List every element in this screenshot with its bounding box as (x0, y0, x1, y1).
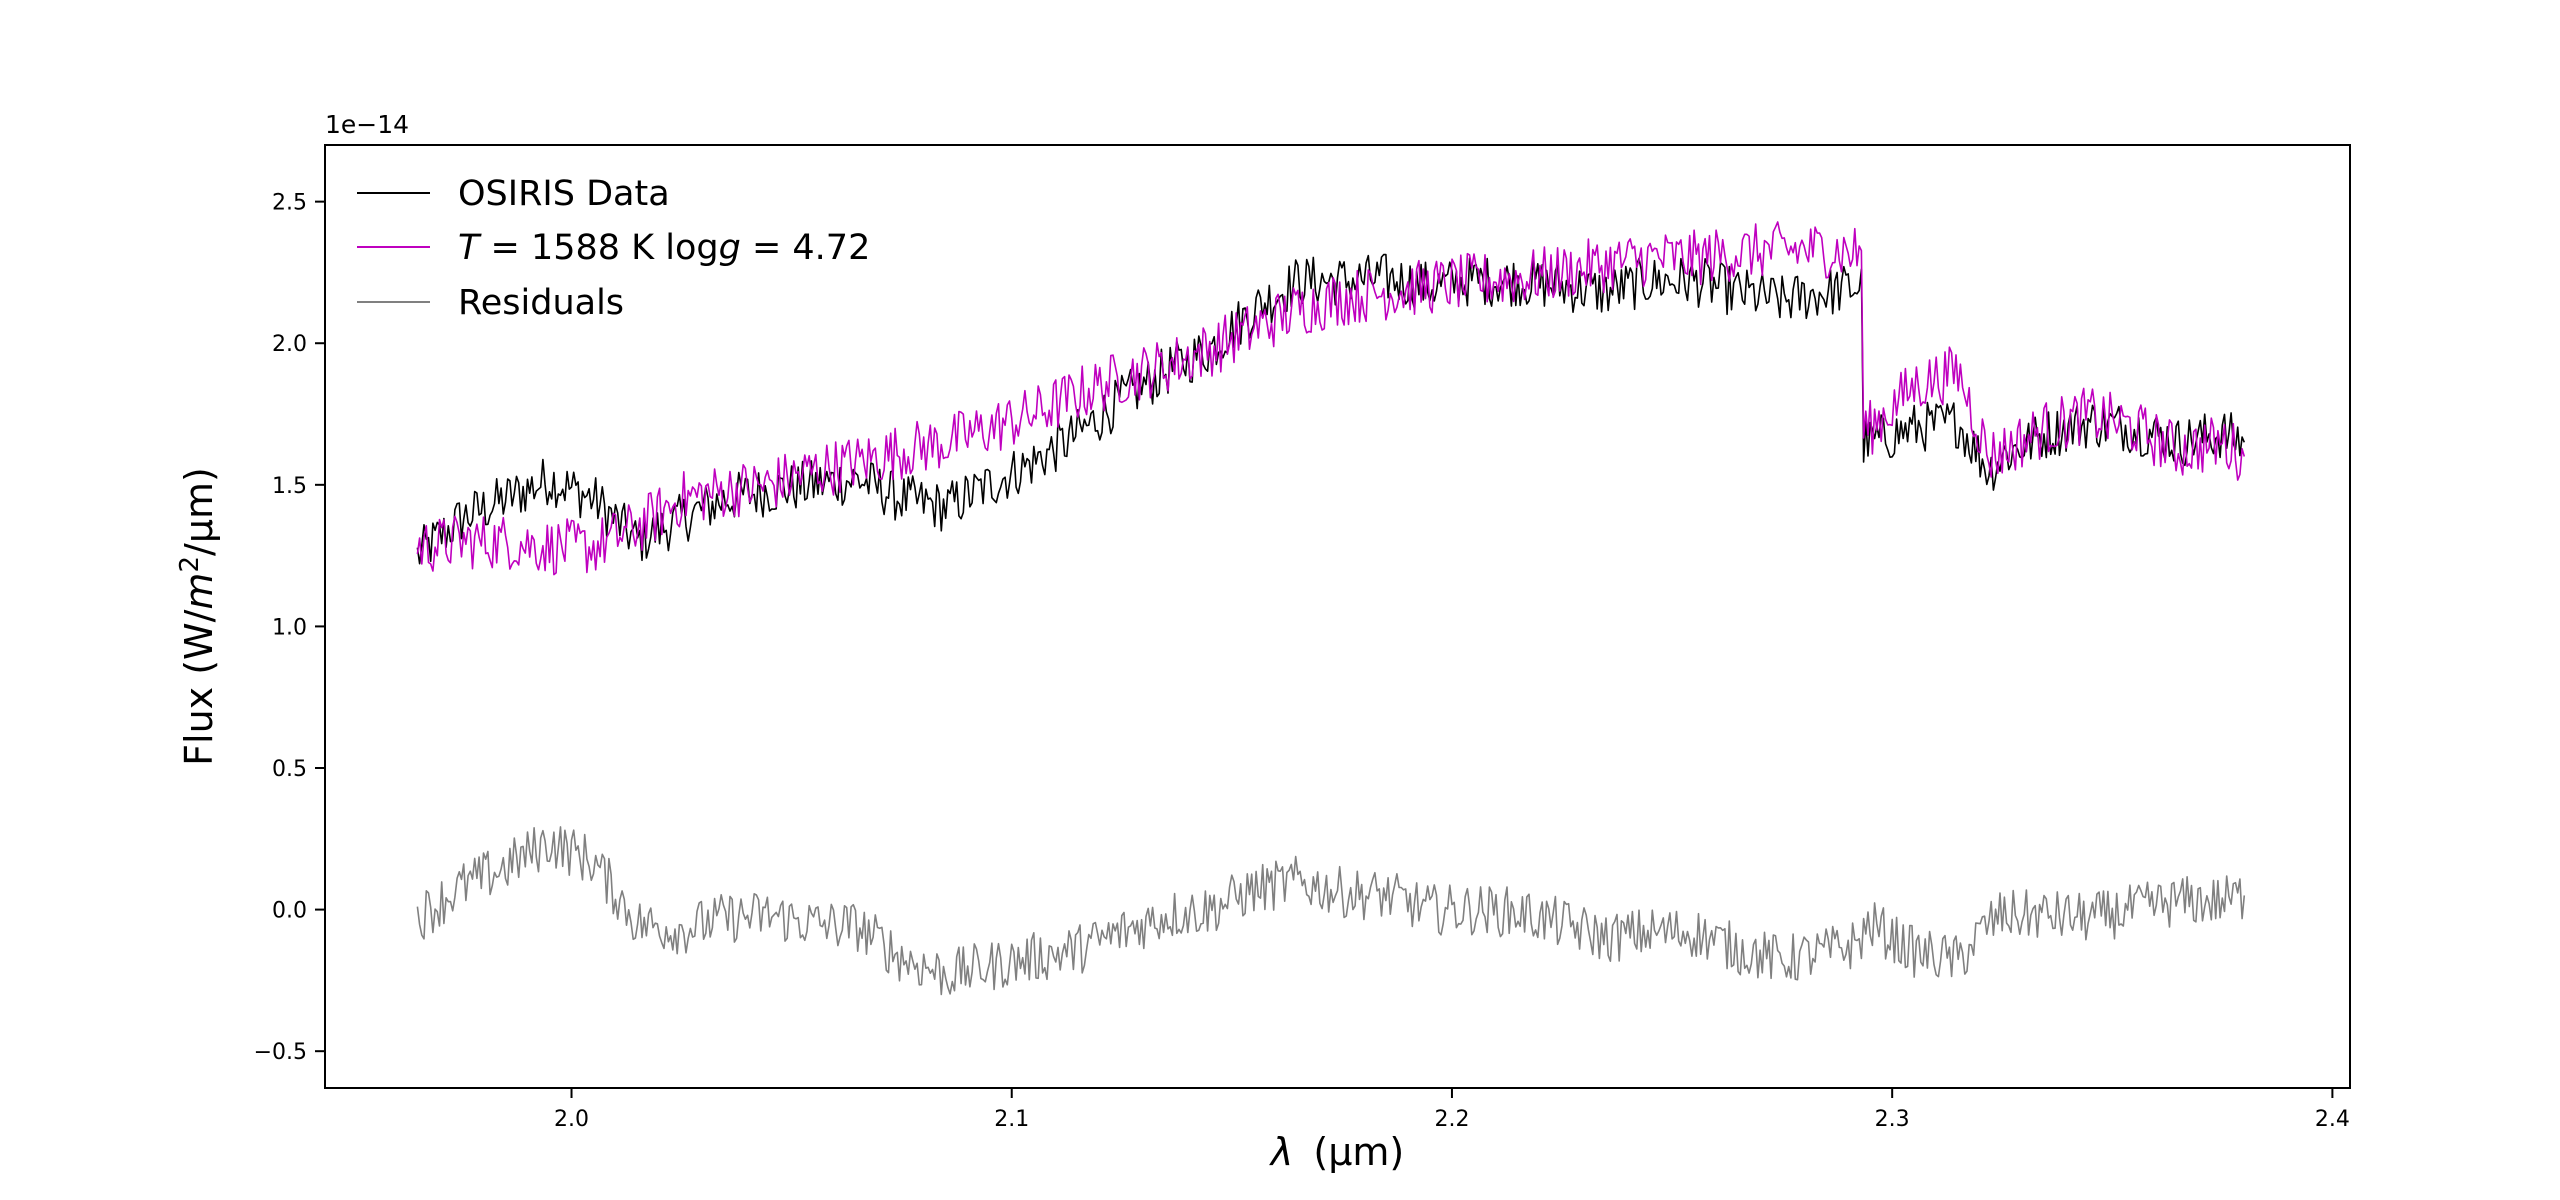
y-tick-label: 0.5 (272, 757, 307, 782)
x-axis-label-symbol: λ (1269, 1130, 1294, 1174)
y-tick-label: −0.5 (254, 1040, 307, 1065)
series-layer (416, 221, 2246, 996)
ticks-layer: 2.0 2.1 2.2 2.3 2.4 −0.5 0.0 0.5 1.0 1.5 2.0 2.5 (254, 191, 2350, 1132)
x-tick-label: 2.3 (1875, 1107, 1910, 1132)
x-tick-label: 2.1 (994, 1107, 1029, 1132)
plot-frame (324, 144, 2351, 1089)
y-tick-label: 0.0 (272, 899, 307, 924)
y-axis-label-end: /μm) (177, 467, 221, 556)
x-axis-label: λ (μm) (1269, 1130, 1404, 1174)
x-tick-label: 2.2 (1434, 1107, 1469, 1132)
y-axis-label-m: m (177, 573, 221, 610)
y-offset-label: 1e−14 (325, 110, 409, 139)
y-tick-label: 2.5 (272, 191, 307, 216)
legend-label-residuals: Residuals (458, 283, 624, 323)
y-tick-label: 1.5 (272, 474, 307, 499)
legend-model-g: g (719, 228, 741, 268)
legend: OSIRIS Data T = 1588 K logg = 4.72 Resid… (357, 174, 870, 323)
y-axis-label-exp: 2 (175, 556, 205, 573)
y-axis-label: Flux (W/m2/μm) (175, 467, 221, 766)
legend-model-T: T (458, 228, 482, 268)
legend-model-mid: = 1588 K log (479, 228, 718, 268)
x-tick-label: 2.4 (2315, 1107, 2350, 1132)
legend-label-model: T = 1588 K logg = 4.72 (458, 228, 870, 268)
y-tick-label: 2.0 (272, 332, 307, 357)
x-axis-label-unit: (μm) (1313, 1130, 1404, 1174)
legend-model-end: = 4.72 (741, 228, 871, 268)
y-tick-label: 1.0 (272, 615, 307, 640)
y-axis-label-main: Flux (W/ (177, 609, 221, 765)
legend-label-osiris: OSIRIS Data (458, 174, 670, 214)
series-model (416, 221, 2246, 576)
x-tick-label: 2.0 (554, 1107, 589, 1132)
series-residuals (416, 826, 2246, 996)
